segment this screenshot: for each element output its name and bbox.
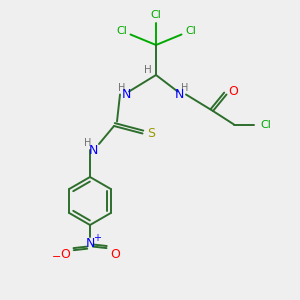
Text: Cl: Cl <box>116 26 127 37</box>
Text: Cl: Cl <box>185 26 196 37</box>
Text: N: N <box>85 237 95 250</box>
Text: S: S <box>148 127 155 140</box>
Text: −: − <box>52 252 62 262</box>
Text: N: N <box>88 143 98 157</box>
Text: H: H <box>181 83 188 93</box>
Text: O: O <box>60 248 70 261</box>
Text: Cl: Cl <box>260 119 271 130</box>
Text: N: N <box>122 88 131 101</box>
Text: H: H <box>84 138 91 148</box>
Text: N: N <box>175 88 184 101</box>
Text: H: H <box>144 64 152 75</box>
Text: +: + <box>94 233 101 243</box>
Text: O: O <box>228 85 238 98</box>
Text: Cl: Cl <box>151 10 161 20</box>
Text: O: O <box>110 248 120 261</box>
Text: H: H <box>118 83 125 93</box>
